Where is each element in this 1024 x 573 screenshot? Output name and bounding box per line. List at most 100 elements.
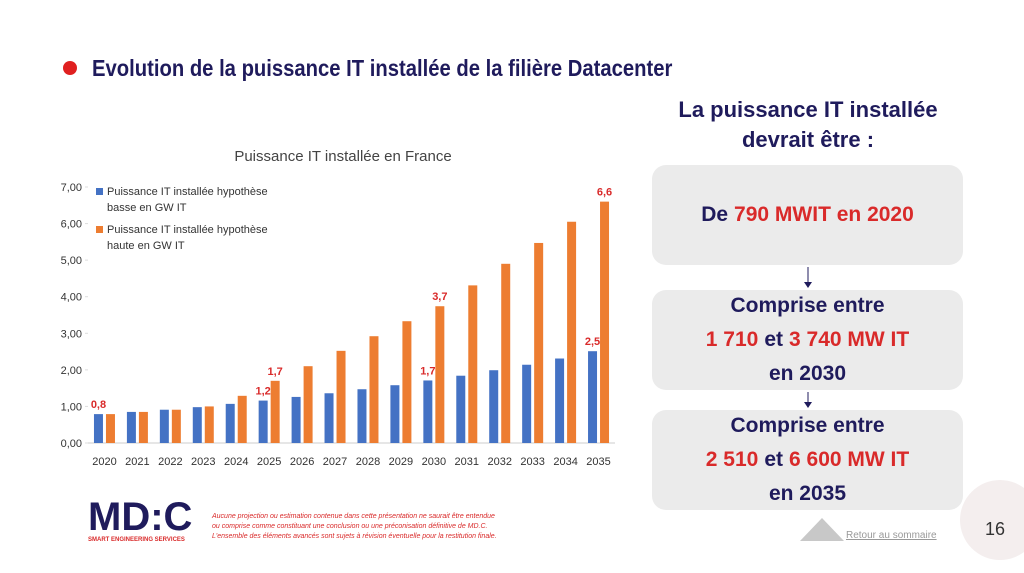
bar (522, 364, 532, 443)
bar (324, 393, 334, 443)
box-line: en 2030 (769, 357, 846, 391)
box-line: 2 510 et 6 600 MW IT (706, 443, 909, 477)
legend-label: Puissance IT installée hypothèse haute e… (107, 224, 268, 252)
y-tick-label: 5,00 (61, 255, 82, 267)
bar (501, 263, 511, 443)
info-box: De 790 MWIT en 2020 (652, 165, 963, 265)
bar (303, 366, 313, 443)
value-label: 1,2 (256, 386, 271, 398)
box-text: 1 710 (705, 328, 759, 351)
y-tick-label: 4,00 (61, 292, 82, 304)
box-text: 2 510 (705, 448, 759, 471)
bar (192, 407, 202, 443)
box-text: Comprise entre (730, 414, 885, 437)
logo: MD:C (88, 495, 192, 539)
box-line: De 790 MWIT en 2020 (701, 198, 914, 232)
bar (138, 411, 148, 443)
bar (423, 380, 433, 443)
bar (270, 380, 280, 443)
legend-entry: Puissance IT installée hypothèse haute e… (96, 222, 286, 254)
value-label: 6,6 (597, 187, 612, 199)
box-text: en 2035 (768, 482, 847, 505)
x-tick-label: 2020 (92, 456, 116, 468)
bar (291, 396, 301, 443)
panel-heading: La puissance IT installée devrait être : (652, 95, 964, 155)
x-tick-label: 2033 (520, 456, 544, 468)
decor (960, 480, 1024, 560)
footnote-line: ou comprise comme constituant une conclu… (212, 523, 488, 530)
bar (600, 201, 610, 443)
heading-line: La puissance IT installée (678, 97, 938, 122)
box-text: 6 600 MW IT (789, 448, 910, 471)
logo-tagline: SMART ENGINEERING SERVICES (88, 537, 185, 543)
box-text: et (764, 448, 784, 471)
bar (534, 242, 544, 443)
box-text: Comprise entre (730, 294, 885, 317)
legend-entry: Puissance IT installée hypothèse basse e… (96, 184, 286, 216)
chart-title: Puissance IT installée en France (234, 148, 452, 165)
x-tick-label: 2030 (422, 456, 446, 468)
bar (171, 409, 181, 443)
bar (93, 414, 103, 443)
legend-swatch (96, 188, 103, 195)
value-label: 1,7 (420, 365, 435, 377)
y-tick-label: 1,00 (61, 401, 82, 413)
bar (390, 385, 400, 443)
box-line: 1 710 et 3 740 MW IT (706, 323, 909, 357)
page-number: 16 (985, 519, 1005, 539)
x-tick-label: 2022 (158, 456, 182, 468)
bar (336, 350, 346, 443)
bar (588, 351, 598, 443)
box-text: 790 MWIT en 2020 (734, 203, 914, 226)
value-label: 1,7 (268, 366, 283, 378)
box-line: en 2035 (769, 477, 846, 511)
bar (369, 336, 379, 443)
footnote-line: Aucune projection ou estimation contenue… (212, 513, 495, 520)
y-tick-label: 7,00 (61, 182, 82, 194)
value-label: 3,7 (432, 291, 447, 303)
box-text: 3 740 MW IT (789, 328, 910, 351)
bar (357, 389, 367, 443)
y-tick-label: 3,00 (61, 328, 82, 340)
footnote-line: L'ensemble des éléments avancés sont suj… (212, 533, 497, 540)
back-link[interactable]: Retour au sommaire (846, 530, 937, 541)
bar (489, 370, 499, 443)
value-label: 2,5 (585, 336, 600, 348)
bar (402, 321, 412, 443)
box-text: et (764, 328, 784, 351)
box-line: Comprise entre (730, 409, 884, 443)
y-tick-label: 0,00 (61, 438, 82, 450)
footnote: Aucune projection ou estimation contenue… (212, 512, 497, 542)
bar (435, 306, 445, 443)
x-tick-label: 2023 (191, 456, 215, 468)
x-tick-label: 2028 (356, 456, 380, 468)
bullet (63, 61, 77, 75)
legend-label: Puissance IT installée hypothèse basse e… (107, 186, 268, 214)
bar (456, 375, 466, 443)
slide-title: Evolution de la puissance IT installée d… (92, 55, 673, 81)
bar (204, 406, 214, 443)
bar (567, 221, 577, 443)
x-tick-label: 2035 (586, 456, 610, 468)
bar (468, 285, 478, 443)
bar (258, 400, 268, 443)
arrow-head (804, 402, 812, 408)
bar (126, 411, 136, 443)
bar (225, 403, 235, 443)
bar (555, 358, 565, 443)
x-tick-label: 2027 (323, 456, 347, 468)
bar (105, 414, 115, 443)
heading-line: devrait être : (741, 127, 875, 152)
y-tick-label: 6,00 (61, 219, 82, 231)
y-tick-label: 2,00 (61, 365, 82, 377)
back-icon[interactable] (800, 518, 844, 541)
value-label: 0,8 (91, 399, 106, 411)
x-tick-label: 2029 (389, 456, 413, 468)
box-line: Comprise entre (730, 289, 884, 323)
bar (159, 409, 169, 443)
info-box: Comprise entre 2 510 et 6 600 MW IT en 2035 (652, 410, 963, 510)
x-tick-label: 2021 (125, 456, 149, 468)
info-box: Comprise entre 1 710 et 3 740 MW IT en 2030 (652, 290, 963, 390)
